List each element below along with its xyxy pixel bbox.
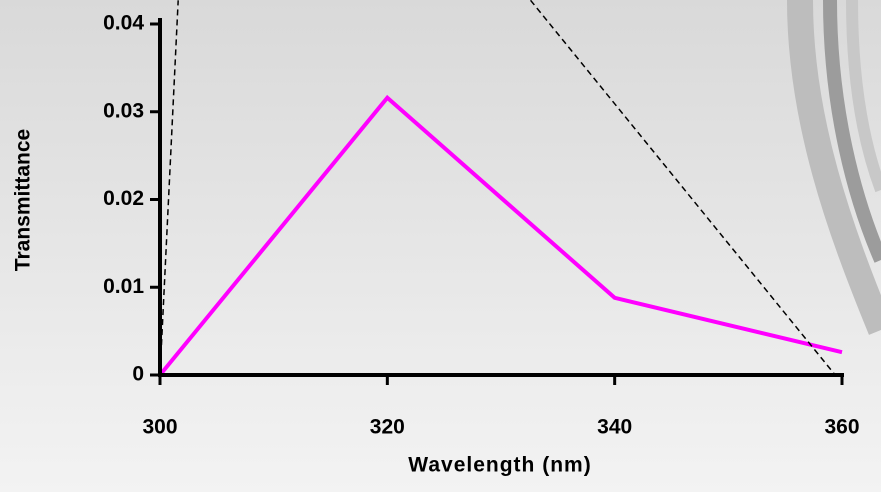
x-tick-label: 340 <box>597 416 632 439</box>
chart: Wavelength (nm) Transmittance 0 0.01 0.02 0… <box>0 0 881 492</box>
y-axis-label: Transmittance <box>12 129 35 271</box>
x-tick-label: 320 <box>370 416 405 439</box>
y-tick-label: 0.02 <box>103 187 144 210</box>
y-tick-label: 0.01 <box>103 275 144 298</box>
x-tick-label: 300 <box>142 416 177 439</box>
y-tick-label: 0.04 <box>103 12 144 35</box>
x-axis-label: Wavelength (nm) <box>408 454 591 477</box>
x-tick-label: 360 <box>824 416 859 439</box>
y-tick-label: 0.03 <box>103 99 144 122</box>
background <box>0 0 881 492</box>
y-tick-label: 0 <box>132 363 144 386</box>
